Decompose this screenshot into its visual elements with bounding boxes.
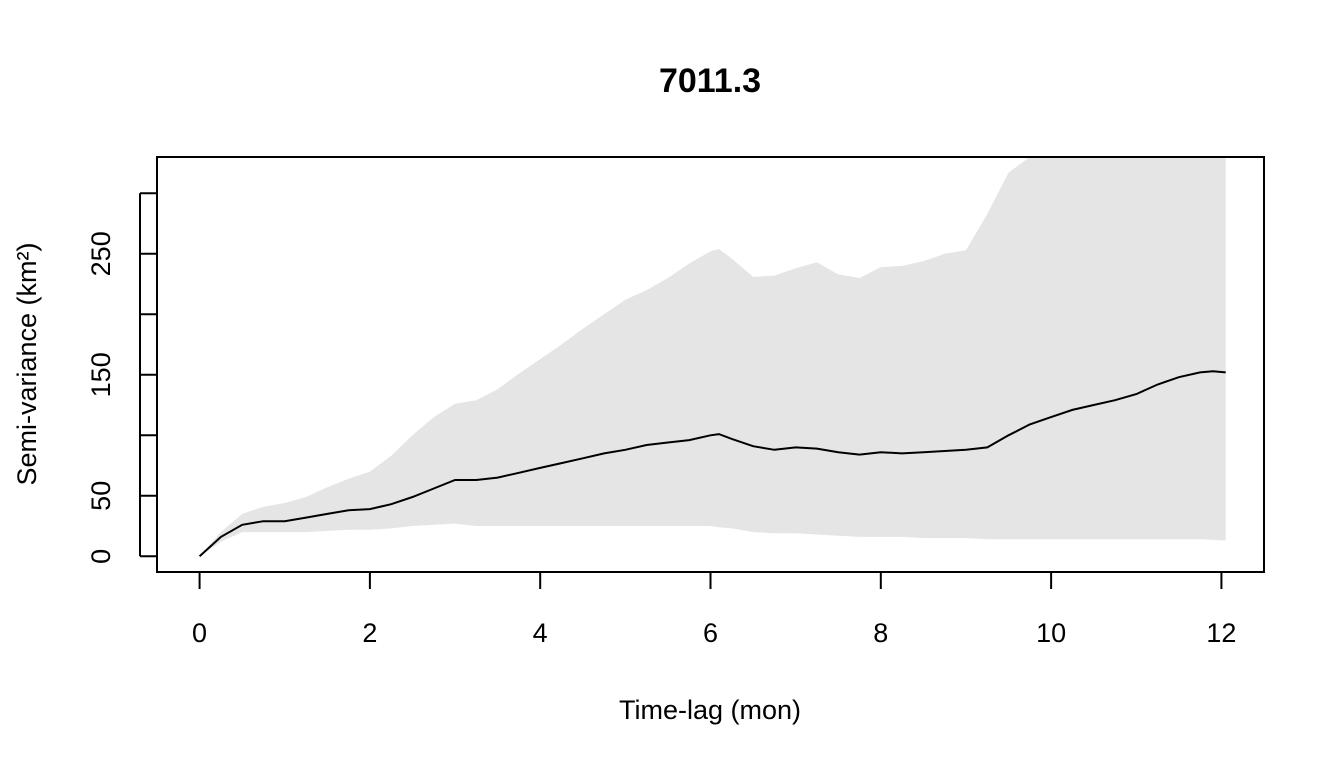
x-tick-label: 4: [533, 618, 548, 648]
x-tick-label: 8: [873, 618, 888, 648]
x-tick-label: 0: [192, 618, 207, 648]
semivariance-line: [198, 370, 1226, 558]
y-tick-label: 250: [86, 231, 116, 276]
confidence-band: [199, 157, 1226, 557]
x-tick-label: 12: [1206, 618, 1236, 648]
chart-title: 7011.3: [659, 62, 761, 100]
y-tick-label: 50: [86, 481, 116, 511]
y-tick-label: 150: [86, 352, 116, 397]
x-tick-label: 10: [1036, 618, 1066, 648]
x-tick-label: 6: [703, 618, 718, 648]
plot-area: [198, 157, 1226, 558]
y-axis: 0 50 150 250: [86, 192, 157, 564]
x-tick-label: 2: [362, 618, 377, 648]
x-axis-label: Time-lag (mon): [619, 695, 801, 725]
y-axis-label: Semi-variance (km²): [12, 242, 42, 485]
x-axis: 0 2 4 6 8 10 12: [192, 571, 1236, 648]
y-tick-label: 0: [86, 549, 116, 564]
